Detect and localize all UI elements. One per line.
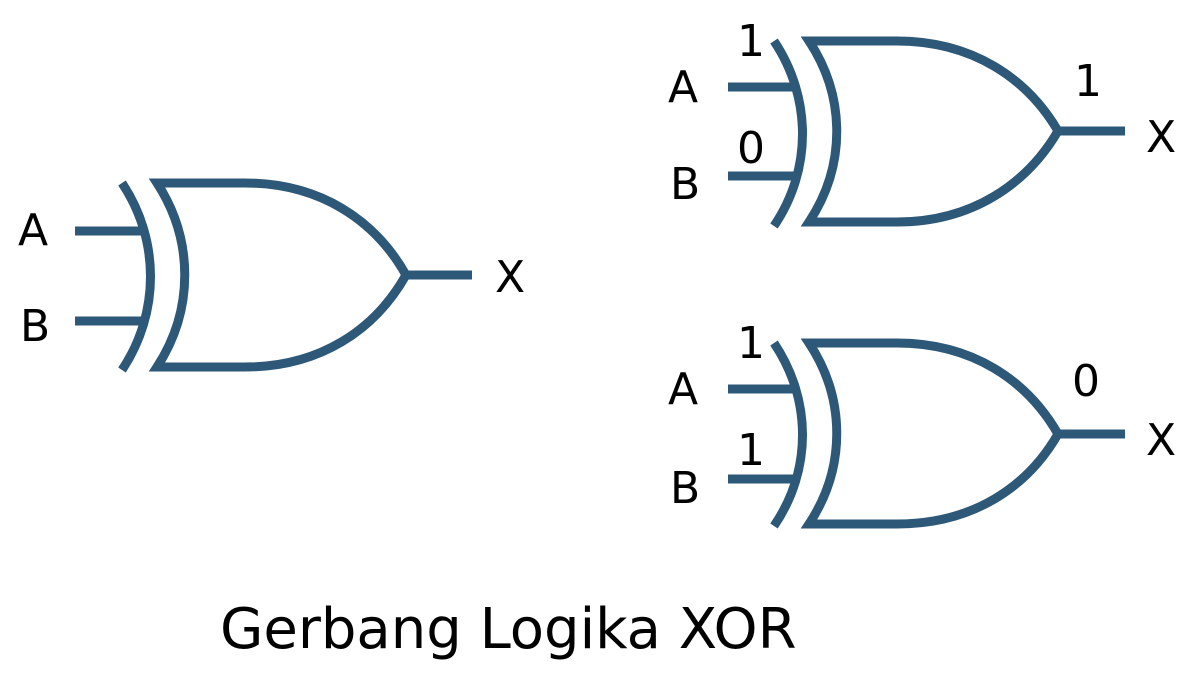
xor-gate-extra-input-arc <box>770 340 807 529</box>
output-value: 0 <box>1072 356 1100 407</box>
output-value: 1 <box>1074 56 1102 107</box>
output-label: X <box>495 252 525 303</box>
input-b-value: 0 <box>737 123 765 174</box>
diagram-caption: Gerbang Logika XOR <box>220 597 797 662</box>
input-a-label: A <box>18 205 48 256</box>
output-label: X <box>1146 415 1176 466</box>
output-label: X <box>1146 112 1176 163</box>
xor-gate-example-1-0: A B 1 0 1 X <box>668 16 1176 229</box>
xor-gate-extra-input-arc <box>770 38 807 229</box>
xor-gate-body <box>800 338 1064 529</box>
input-a-label: A <box>668 364 698 415</box>
xor-gate-extra-input-arc <box>118 180 155 373</box>
input-b-label: B <box>20 301 50 352</box>
xor-gate-generic: A B X <box>18 178 525 373</box>
xor-gate-body <box>148 178 412 372</box>
input-b-value: 1 <box>737 425 765 476</box>
xor-gate-body <box>800 36 1064 227</box>
xor-gate-example-1-1: A B 1 1 0 X <box>668 318 1176 529</box>
input-b-label: B <box>670 463 700 514</box>
input-a-label: A <box>668 62 698 113</box>
input-a-value: 1 <box>737 318 765 369</box>
input-b-label: B <box>670 159 700 210</box>
input-a-value: 1 <box>737 16 765 67</box>
